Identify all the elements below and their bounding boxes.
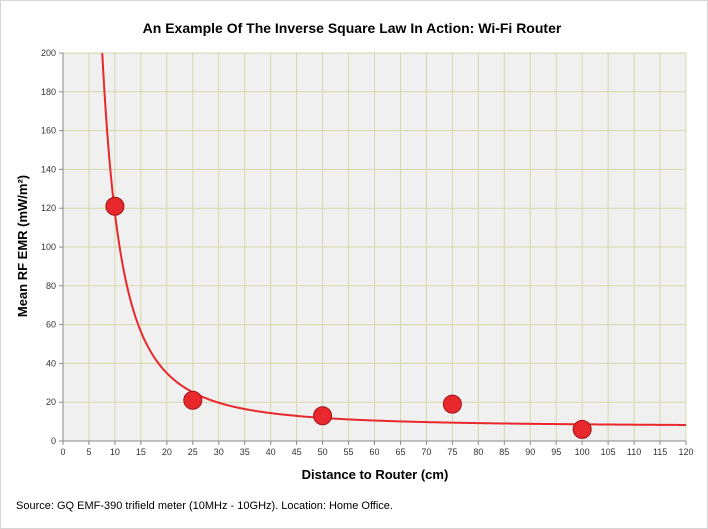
x-tick-label: 15 — [136, 447, 146, 457]
x-tick-label: 100 — [575, 447, 590, 457]
y-axis-ticks: 0 20 40 60 80 100 120 140 160 180 200 — [41, 48, 63, 446]
x-tick-label: 90 — [525, 447, 535, 457]
x-tick-label: 110 — [627, 447, 641, 457]
y-tick-label: 0 — [51, 436, 56, 446]
x-tick-label: 10 — [110, 447, 120, 457]
x-axis-ticks: 0 5 10 15 20 25 30 35 40 45 50 55 60 65 70 75 80 85 90 95 10… — [60, 441, 694, 457]
x-tick-label: 45 — [292, 447, 302, 457]
y-tick-label: 200 — [41, 48, 56, 58]
x-tick-label: 80 — [473, 447, 483, 457]
y-tick-label: 80 — [46, 281, 56, 291]
x-tick-label: 120 — [678, 447, 693, 457]
x-tick-label: 105 — [601, 447, 616, 457]
y-tick-label: 40 — [46, 358, 56, 368]
x-tick-label: 40 — [266, 447, 276, 457]
data-point — [572, 419, 592, 439]
x-tick-label: 5 — [86, 447, 91, 457]
data-point — [105, 196, 125, 216]
x-tick-label: 30 — [214, 447, 224, 457]
x-tick-label: 60 — [369, 447, 379, 457]
x-tick-label: 115 — [653, 447, 667, 457]
data-points — [105, 196, 592, 439]
y-tick-label: 100 — [41, 242, 56, 252]
y-tick-label: 160 — [41, 126, 56, 136]
y-tick-label: 60 — [46, 320, 56, 330]
x-tick-label: 65 — [395, 447, 405, 457]
x-tick-label: 95 — [551, 447, 561, 457]
x-tick-label: 0 — [60, 447, 65, 457]
data-point — [442, 394, 462, 414]
data-point — [183, 390, 203, 410]
y-tick-label: 140 — [41, 164, 56, 174]
gridlines — [63, 52, 687, 441]
x-tick-label: 50 — [318, 447, 328, 457]
y-tick-label: 20 — [46, 397, 56, 407]
x-tick-label: 70 — [421, 447, 431, 457]
y-tick-label: 120 — [41, 203, 56, 213]
x-tick-label: 85 — [499, 447, 509, 457]
y-axis-title: Mean RF EMR (mW/m²) — [15, 175, 30, 317]
source-note: Source: GQ EMF-390 trifield meter (10MHz… — [16, 500, 393, 512]
data-point — [313, 406, 333, 426]
x-tick-label: 35 — [240, 447, 250, 457]
x-tick-label: 25 — [188, 447, 198, 457]
x-tick-label: 55 — [344, 447, 354, 457]
x-tick-label: 20 — [162, 447, 172, 457]
y-tick-label: 180 — [41, 87, 56, 97]
x-axis-title: Distance to Router (cm) — [302, 467, 449, 482]
x-tick-label: 75 — [447, 447, 457, 457]
chart-title: An Example Of The Inverse Square Law In … — [143, 20, 562, 36]
